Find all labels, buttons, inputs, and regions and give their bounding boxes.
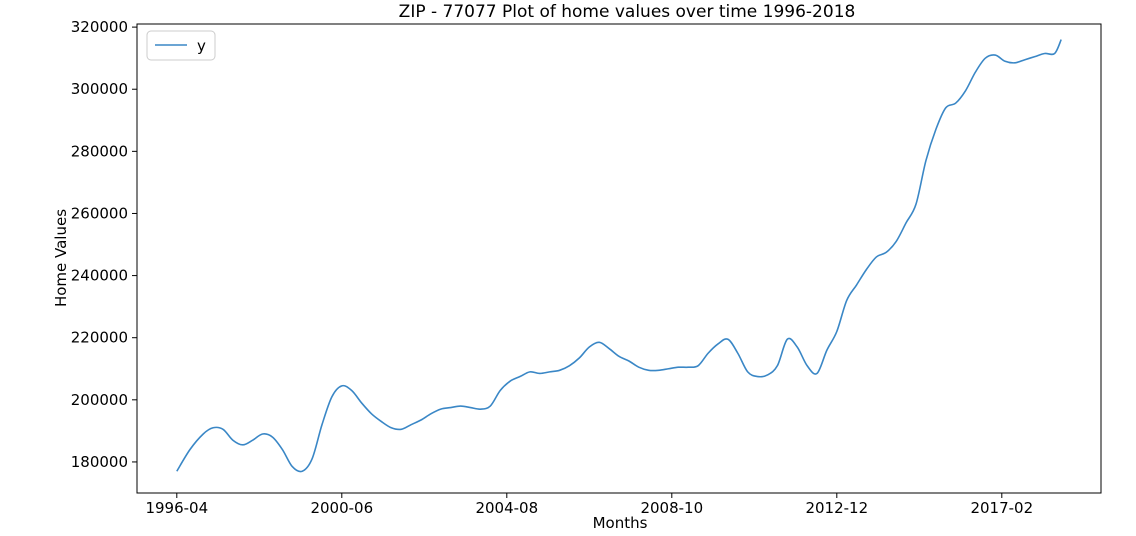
chart-title: ZIP - 77077 Plot of home values over tim… <box>399 2 856 22</box>
x-axis: 1996-04 2000-06 2004-08 2008-10 2012-12 2017-… <box>145 493 1033 517</box>
x-tick-label: 2000-06 <box>310 499 373 517</box>
y-tick-label: 240000 <box>71 267 128 285</box>
x-tick-label: 2008-10 <box>640 499 703 517</box>
y-axis: 180000 200000 220000 240000 260000 280000 3000… <box>71 18 137 471</box>
series-line-y <box>176 39 1062 473</box>
x-tick-label: 1996-04 <box>145 499 208 517</box>
x-tick-label: 2004-08 <box>475 499 538 517</box>
y-tick-label: 320000 <box>71 18 128 36</box>
y-tick-label: 280000 <box>71 142 128 160</box>
legend: y <box>146 30 216 61</box>
y-tick-label: 180000 <box>71 453 128 471</box>
y-tick-label: 200000 <box>71 391 128 409</box>
series-layer <box>176 39 1062 473</box>
x-axis-label: Months <box>593 514 648 532</box>
legend-label-y: y <box>197 37 206 55</box>
x-tick-label: 2017-02 <box>970 499 1033 517</box>
y-tick-label: 260000 <box>71 204 128 222</box>
y-axis-label: Home Values <box>52 209 70 307</box>
plot-area-frame <box>136 23 1102 494</box>
y-tick-label: 300000 <box>71 80 128 98</box>
x-tick-label: 2012-12 <box>805 499 868 517</box>
y-tick-label: 220000 <box>71 329 128 347</box>
